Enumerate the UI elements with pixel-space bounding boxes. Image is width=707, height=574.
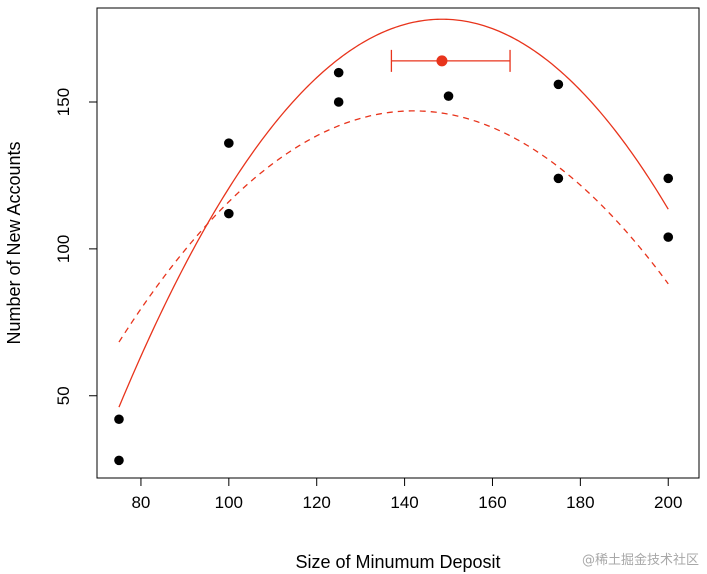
x-tick-label: 140 [390, 493, 418, 512]
x-axis: 80 100 120 140 160 180 200 [131, 478, 682, 512]
peak-point [436, 55, 448, 67]
data-point [114, 455, 124, 466]
peak-estimate [390, 49, 511, 72]
watermark: @稀土掘金技术社区 [581, 553, 699, 568]
data-point [663, 173, 674, 184]
y-axis-label: Number of New Accounts [4, 141, 24, 344]
data-point [663, 232, 674, 242]
plot-frame [96, 7, 700, 479]
solid-fit-curve [118, 18, 669, 408]
dashed-fit-curve [118, 110, 669, 343]
data-point [443, 91, 454, 101]
x-axis-label: Size of Minumum Deposit [295, 552, 500, 572]
data-point [553, 79, 564, 90]
data-point [224, 208, 234, 219]
y-tick-label: 50 [54, 386, 73, 405]
y-tick-label: 100 [54, 235, 73, 263]
x-tick-label: 120 [303, 493, 331, 512]
y-tick-label: 150 [54, 88, 73, 116]
data-points [114, 67, 674, 466]
x-tick-label: 180 [566, 493, 594, 512]
data-point [114, 414, 124, 425]
x-tick-label: 160 [478, 493, 506, 512]
y-axis: 50 100 150 [54, 88, 97, 405]
x-tick-label: 100 [215, 493, 243, 512]
data-point [333, 97, 344, 107]
data-point [224, 138, 234, 148]
data-point [333, 67, 344, 78]
x-tick-label: 200 [654, 493, 682, 512]
data-point [553, 173, 564, 184]
x-tick-label: 80 [131, 493, 150, 512]
